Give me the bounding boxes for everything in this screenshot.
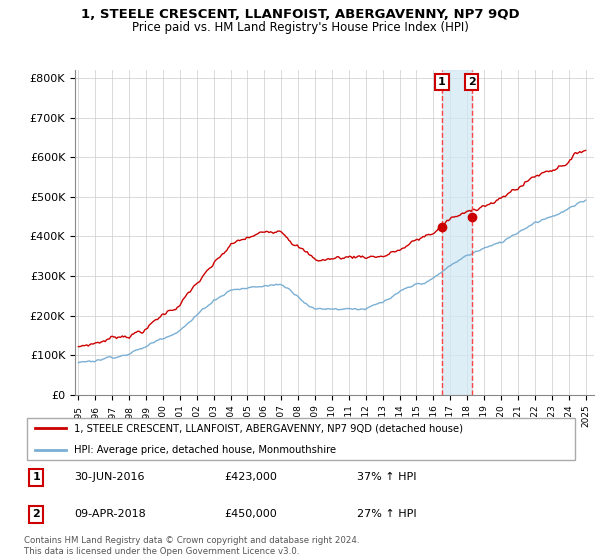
Text: 27% ↑ HPI: 27% ↑ HPI	[357, 510, 416, 520]
Text: HPI: Average price, detached house, Monmouthshire: HPI: Average price, detached house, Monm…	[74, 445, 336, 455]
Text: 1, STEELE CRESCENT, LLANFOIST, ABERGAVENNY, NP7 9QD (detached house): 1, STEELE CRESCENT, LLANFOIST, ABERGAVEN…	[74, 423, 463, 433]
Text: 1: 1	[438, 77, 446, 87]
Text: £450,000: £450,000	[224, 510, 277, 520]
FancyBboxPatch shape	[27, 418, 575, 460]
Text: 09-APR-2018: 09-APR-2018	[74, 510, 146, 520]
Text: 1, STEELE CRESCENT, LLANFOIST, ABERGAVENNY, NP7 9QD: 1, STEELE CRESCENT, LLANFOIST, ABERGAVEN…	[80, 8, 520, 21]
Text: Contains HM Land Registry data © Crown copyright and database right 2024.
This d: Contains HM Land Registry data © Crown c…	[24, 536, 359, 556]
Text: 37% ↑ HPI: 37% ↑ HPI	[357, 473, 416, 483]
Bar	[442, 70, 472, 395]
Text: £423,000: £423,000	[224, 473, 277, 483]
Text: 1: 1	[32, 473, 40, 483]
Text: 2: 2	[468, 77, 476, 87]
Text: 2: 2	[32, 510, 40, 520]
Text: Price paid vs. HM Land Registry's House Price Index (HPI): Price paid vs. HM Land Registry's House …	[131, 21, 469, 34]
Text: 30-JUN-2016: 30-JUN-2016	[74, 473, 145, 483]
